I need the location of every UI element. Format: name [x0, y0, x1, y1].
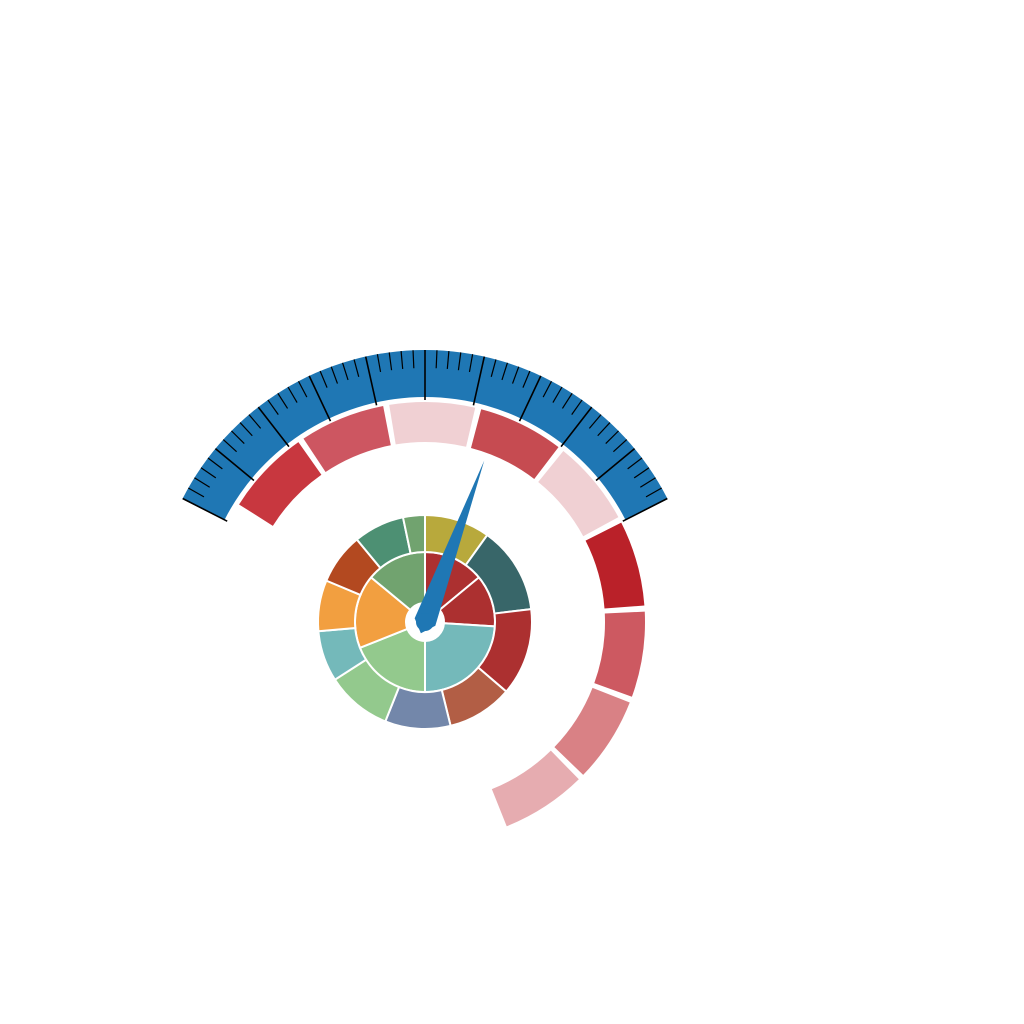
major-tick — [518, 375, 542, 422]
outer-band-segment — [554, 687, 630, 775]
minor-tick — [297, 380, 308, 398]
minor-tick — [501, 362, 509, 381]
minor-tick — [412, 350, 415, 369]
minor-tick — [490, 359, 497, 377]
minor-tick — [542, 380, 553, 398]
sunburst-outer-wedge — [401, 513, 426, 555]
minor-tick — [597, 422, 611, 437]
major-tick — [622, 497, 668, 522]
minor-tick — [612, 439, 628, 453]
minor-tick — [341, 362, 349, 381]
major-tick — [182, 497, 228, 522]
gauge-ticks — [182, 350, 668, 522]
major-tick — [257, 406, 290, 448]
needle-hub — [416, 613, 434, 631]
minor-tick — [468, 354, 474, 373]
outer-band-segment — [303, 406, 391, 472]
needle-pointer — [414, 460, 485, 634]
minor-tick — [330, 366, 339, 384]
outer-band-segment — [470, 409, 559, 479]
minor-tick — [188, 487, 205, 498]
minor-tick — [561, 392, 573, 409]
minor-tick — [639, 477, 656, 488]
minor-tick — [376, 354, 382, 373]
outer-band-segment — [585, 522, 645, 609]
minor-tick — [633, 467, 650, 479]
major-tick — [560, 406, 593, 448]
minor-tick — [552, 386, 563, 403]
minor-tick — [627, 457, 643, 470]
minor-tick — [207, 457, 223, 470]
major-tick — [472, 356, 486, 406]
minor-tick — [435, 350, 438, 369]
minor-tick — [319, 370, 328, 388]
major-tick — [214, 448, 255, 482]
minor-tick — [605, 430, 619, 444]
minor-tick — [222, 439, 238, 453]
outer-band-segment — [389, 401, 476, 447]
major-tick — [364, 356, 378, 406]
minor-tick — [353, 359, 360, 377]
major-tick — [308, 375, 332, 422]
outer-band-segment — [538, 450, 619, 537]
minor-tick — [511, 366, 520, 384]
minor-tick — [200, 467, 217, 479]
major-tick — [595, 448, 636, 482]
minor-tick — [400, 350, 404, 370]
minor-tick — [287, 386, 298, 403]
minor-tick — [239, 422, 253, 437]
outer-band — [239, 401, 646, 827]
minor-tick — [248, 414, 262, 429]
minor-tick — [588, 414, 602, 429]
minor-tick — [571, 399, 583, 415]
minor-tick — [645, 487, 662, 498]
minor-tick — [388, 352, 393, 371]
minor-tick — [457, 352, 462, 371]
outer-band-segment — [491, 750, 579, 827]
outer-band-segment — [239, 442, 322, 526]
minor-tick — [277, 392, 289, 409]
minor-tick — [194, 477, 211, 488]
minor-tick — [231, 430, 245, 444]
gauge-needle — [414, 460, 485, 634]
minor-tick — [267, 399, 279, 415]
minor-tick — [446, 350, 450, 370]
sunburst-outer-ring — [317, 513, 533, 730]
outer-band-segment — [594, 611, 646, 697]
minor-tick — [522, 370, 531, 388]
sunburst-inner-ring — [354, 550, 496, 694]
